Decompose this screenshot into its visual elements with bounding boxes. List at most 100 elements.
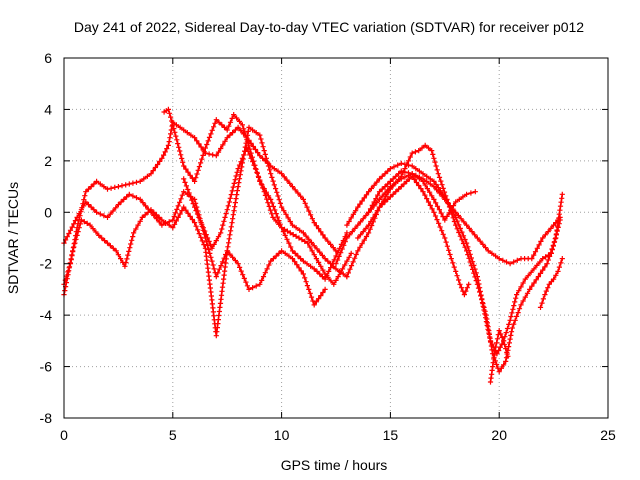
data-point-marker bbox=[496, 369, 502, 375]
data-point-marker bbox=[488, 339, 494, 345]
data-point-marker bbox=[275, 193, 281, 199]
data-point-marker bbox=[185, 186, 191, 193]
data-point-marker bbox=[170, 225, 176, 231]
data-point-marker bbox=[512, 299, 518, 305]
series-track-9 bbox=[344, 173, 472, 298]
data-point-marker bbox=[181, 127, 187, 133]
data-point-marker bbox=[71, 221, 77, 227]
data-point-marker bbox=[311, 243, 317, 249]
data-point-marker bbox=[253, 283, 259, 289]
data-point-marker bbox=[489, 347, 495, 353]
data-point-marker bbox=[292, 259, 298, 265]
data-point-marker bbox=[306, 208, 312, 214]
data-point-marker bbox=[259, 277, 265, 283]
data-point-marker bbox=[472, 274, 478, 280]
data-point-marker bbox=[451, 264, 457, 270]
data-point-marker bbox=[205, 235, 211, 241]
data-point-marker bbox=[71, 244, 77, 250]
data-point-marker bbox=[198, 144, 204, 150]
data-point-marker bbox=[304, 204, 310, 210]
data-point-marker bbox=[165, 106, 171, 112]
data-point-marker bbox=[464, 222, 470, 228]
data-point-marker bbox=[440, 231, 446, 237]
data-point-marker bbox=[350, 259, 356, 265]
data-point-marker bbox=[501, 338, 507, 344]
data-point-marker bbox=[235, 184, 241, 190]
data-point-marker bbox=[238, 168, 244, 174]
y-tick-label: 6 bbox=[44, 50, 52, 66]
data-point-marker bbox=[130, 234, 136, 240]
y-tick-label: 2 bbox=[44, 153, 52, 169]
data-point-marker bbox=[297, 227, 303, 233]
data-point-marker bbox=[81, 219, 87, 225]
data-point-marker bbox=[299, 237, 305, 243]
data-point-marker bbox=[139, 214, 145, 220]
data-point-marker bbox=[300, 230, 306, 236]
data-point-marker bbox=[279, 248, 285, 254]
data-point-marker bbox=[464, 191, 470, 197]
data-point-marker bbox=[192, 204, 198, 210]
data-point-marker bbox=[350, 211, 356, 217]
data-point-marker bbox=[196, 214, 202, 220]
data-point-marker bbox=[444, 213, 450, 219]
data-point-marker bbox=[101, 213, 107, 219]
data-point-marker bbox=[231, 112, 237, 118]
data-point-marker bbox=[224, 207, 230, 213]
data-point-marker bbox=[536, 242, 542, 248]
data-point-marker bbox=[257, 177, 263, 183]
data-point-marker bbox=[193, 208, 199, 214]
data-point-marker bbox=[122, 263, 128, 269]
data-point-marker bbox=[78, 207, 84, 213]
data-point-marker bbox=[385, 196, 391, 202]
data-point-marker bbox=[445, 200, 451, 206]
data-point-marker bbox=[263, 155, 269, 161]
data-point-marker bbox=[220, 222, 226, 228]
data-point-marker bbox=[218, 263, 224, 269]
data-point-marker bbox=[436, 174, 443, 180]
data-point-marker bbox=[533, 277, 539, 283]
data-point-marker bbox=[357, 232, 364, 238]
data-point-marker bbox=[366, 189, 372, 195]
data-point-marker bbox=[508, 314, 514, 320]
data-point-marker bbox=[357, 201, 363, 207]
data-point-marker bbox=[396, 186, 402, 192]
data-point-marker bbox=[306, 286, 312, 292]
data-point-marker bbox=[525, 273, 531, 279]
data-point-marker bbox=[407, 154, 413, 160]
series-track-10 bbox=[366, 168, 478, 223]
data-point-marker bbox=[159, 217, 165, 223]
data-point-marker bbox=[287, 180, 293, 186]
data-point-marker bbox=[474, 235, 480, 241]
data-point-marker bbox=[156, 219, 162, 225]
data-point-marker bbox=[159, 155, 165, 161]
data-point-marker bbox=[257, 132, 263, 138]
data-point-marker bbox=[314, 246, 320, 252]
data-point-marker bbox=[295, 190, 301, 196]
data-point-marker bbox=[186, 190, 192, 196]
data-point-marker bbox=[91, 207, 97, 213]
data-point-marker bbox=[559, 191, 565, 197]
data-point-marker bbox=[243, 279, 249, 285]
data-point-marker bbox=[393, 189, 399, 195]
data-point-marker bbox=[422, 192, 428, 198]
data-point-marker bbox=[265, 163, 272, 169]
data-point-marker bbox=[433, 200, 439, 206]
data-point-marker bbox=[220, 142, 226, 148]
data-point-marker bbox=[118, 256, 124, 262]
data-point-marker bbox=[450, 203, 457, 209]
data-point-marker bbox=[226, 236, 232, 242]
data-point-marker bbox=[382, 199, 388, 205]
data-point-marker bbox=[456, 229, 462, 236]
data-point-marker bbox=[244, 145, 250, 151]
data-point-marker bbox=[257, 281, 263, 287]
data-point-marker bbox=[456, 196, 462, 202]
data-point-marker bbox=[309, 248, 315, 254]
data-point-marker bbox=[379, 173, 385, 179]
data-point-marker bbox=[288, 244, 294, 250]
data-point-marker bbox=[322, 286, 328, 292]
data-point-marker bbox=[166, 222, 172, 228]
data-point-marker bbox=[472, 232, 478, 238]
data-point-marker bbox=[477, 289, 483, 295]
data-point-marker bbox=[172, 129, 178, 135]
data-point-marker bbox=[500, 257, 506, 263]
